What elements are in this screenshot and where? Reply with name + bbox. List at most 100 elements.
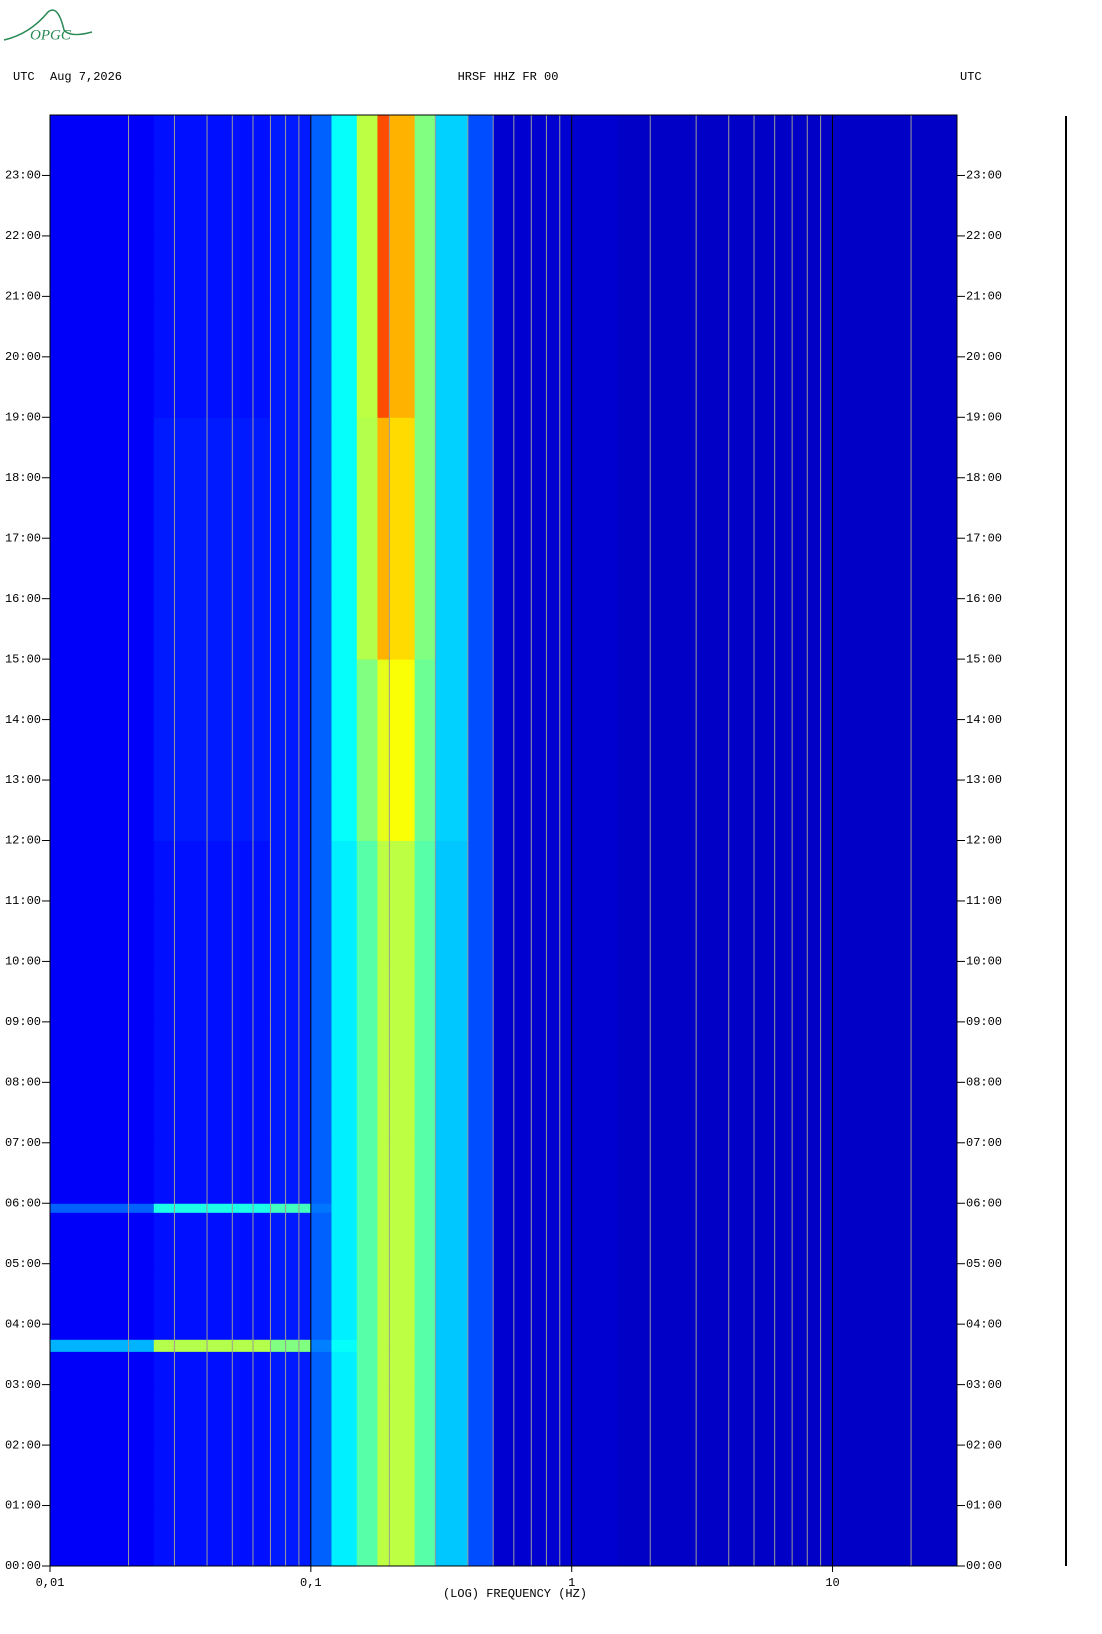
heat-cell <box>331 961 358 1023</box>
heat-cell <box>310 1021 333 1083</box>
heat-cell <box>50 1142 155 1204</box>
heat-cell <box>617 1212 958 1265</box>
heat-cell <box>617 1445 958 1507</box>
heat-cell <box>270 1263 312 1325</box>
heat-cell <box>356 1351 378 1386</box>
heat-cell <box>414 1445 436 1507</box>
heat-cell <box>153 1384 271 1446</box>
heat-cell <box>377 961 390 1023</box>
heat-cell <box>467 1263 494 1325</box>
heat-cell <box>310 598 333 660</box>
heat-cell <box>435 1212 469 1265</box>
heat-cell <box>467 900 494 962</box>
heat-cell <box>331 1263 358 1325</box>
heat-cell <box>435 417 469 479</box>
heat-cell <box>389 356 416 418</box>
heat-cell <box>331 1212 358 1265</box>
heat-cell <box>310 900 333 962</box>
heat-cell <box>377 538 390 600</box>
heat-cell <box>414 538 436 600</box>
heat-cell <box>414 115 436 176</box>
heat-cell <box>377 1203 390 1213</box>
heat-cell <box>389 780 416 841</box>
heat-cell <box>389 1505 416 1567</box>
chart-title: HRSF HHZ FR 00 <box>458 70 559 84</box>
heat-cell <box>153 840 271 902</box>
heat-cell <box>356 1339 378 1352</box>
logo-curve <box>3 9 93 41</box>
heat-cell <box>310 1351 333 1386</box>
y-tick-label: 20:00 <box>5 350 41 364</box>
heat-cell <box>389 719 416 781</box>
heat-cell <box>310 417 333 479</box>
heat-cell <box>270 1212 312 1265</box>
heat-cell <box>435 1351 469 1386</box>
heat-cell <box>467 175 494 237</box>
heat-cell <box>389 598 416 660</box>
heat-cell <box>414 175 436 237</box>
heat-cell <box>310 1142 333 1204</box>
heat-cell <box>310 961 333 1023</box>
heat-cell <box>331 1445 358 1507</box>
y-tick-label: 20:00 <box>966 350 1002 364</box>
heat-cell <box>414 1082 436 1144</box>
heat-cell <box>270 477 312 539</box>
heat-cell <box>617 115 958 176</box>
heat-cell <box>377 1263 390 1325</box>
heat-cell <box>310 659 333 721</box>
heat-cell <box>414 477 436 539</box>
heat-cell <box>270 1021 312 1083</box>
heat-cell <box>467 1021 494 1083</box>
y-tick-label: 10:00 <box>5 955 41 969</box>
heat-cell <box>50 1263 155 1325</box>
heat-cell <box>493 659 619 721</box>
heat-cell <box>153 356 271 418</box>
heat-cell <box>331 115 358 176</box>
y-tick-label: 09:00 <box>5 1015 41 1029</box>
heat-cell <box>467 235 494 297</box>
heat-cell <box>493 1263 619 1325</box>
heat-cell <box>389 900 416 962</box>
heat-cell <box>377 175 390 237</box>
heat-cell <box>617 538 958 600</box>
heat-cell <box>153 477 271 539</box>
y-tick-label: 09:00 <box>966 1015 1002 1029</box>
heat-cell <box>310 780 333 841</box>
heat-cell <box>617 235 958 297</box>
heat-cell <box>270 1142 312 1204</box>
y-tick-label: 08:00 <box>966 1076 1002 1090</box>
heat-cell <box>617 1203 958 1213</box>
heat-cell <box>153 1021 271 1083</box>
heat-cell <box>270 1339 312 1352</box>
heat-cell <box>617 1339 958 1352</box>
y-tick-label: 00:00 <box>966 1559 1002 1573</box>
heat-cell <box>435 1384 469 1446</box>
heat-cell <box>617 659 958 721</box>
heat-cell <box>389 1263 416 1325</box>
heat-cell <box>435 1021 469 1083</box>
heat-cell <box>270 1384 312 1446</box>
left-header: UTC <box>13 70 35 84</box>
heat-cell <box>310 1212 333 1265</box>
heat-cell <box>310 115 333 176</box>
heat-cell <box>414 1263 436 1325</box>
heat-cell <box>389 1021 416 1083</box>
y-tick-label: 04:00 <box>5 1317 41 1331</box>
heat-cell <box>270 1351 312 1386</box>
heat-cell <box>377 1445 390 1507</box>
heat-cell <box>153 1445 271 1507</box>
y-tick-label: 21:00 <box>5 290 41 304</box>
y-tick-label: 07:00 <box>5 1136 41 1150</box>
y-tick-label: 12:00 <box>5 834 41 848</box>
heat-cell <box>331 1324 358 1340</box>
heat-cell <box>331 1203 358 1213</box>
heat-cell <box>153 900 271 962</box>
heat-cell <box>331 1021 358 1083</box>
heat-cell <box>389 1203 416 1213</box>
heat-cell <box>153 115 271 176</box>
heat-cell <box>356 175 378 237</box>
heat-cell <box>414 356 436 418</box>
y-tick-label: 15:00 <box>5 652 41 666</box>
heat-cell <box>310 1339 333 1352</box>
heat-cell <box>377 1324 390 1340</box>
